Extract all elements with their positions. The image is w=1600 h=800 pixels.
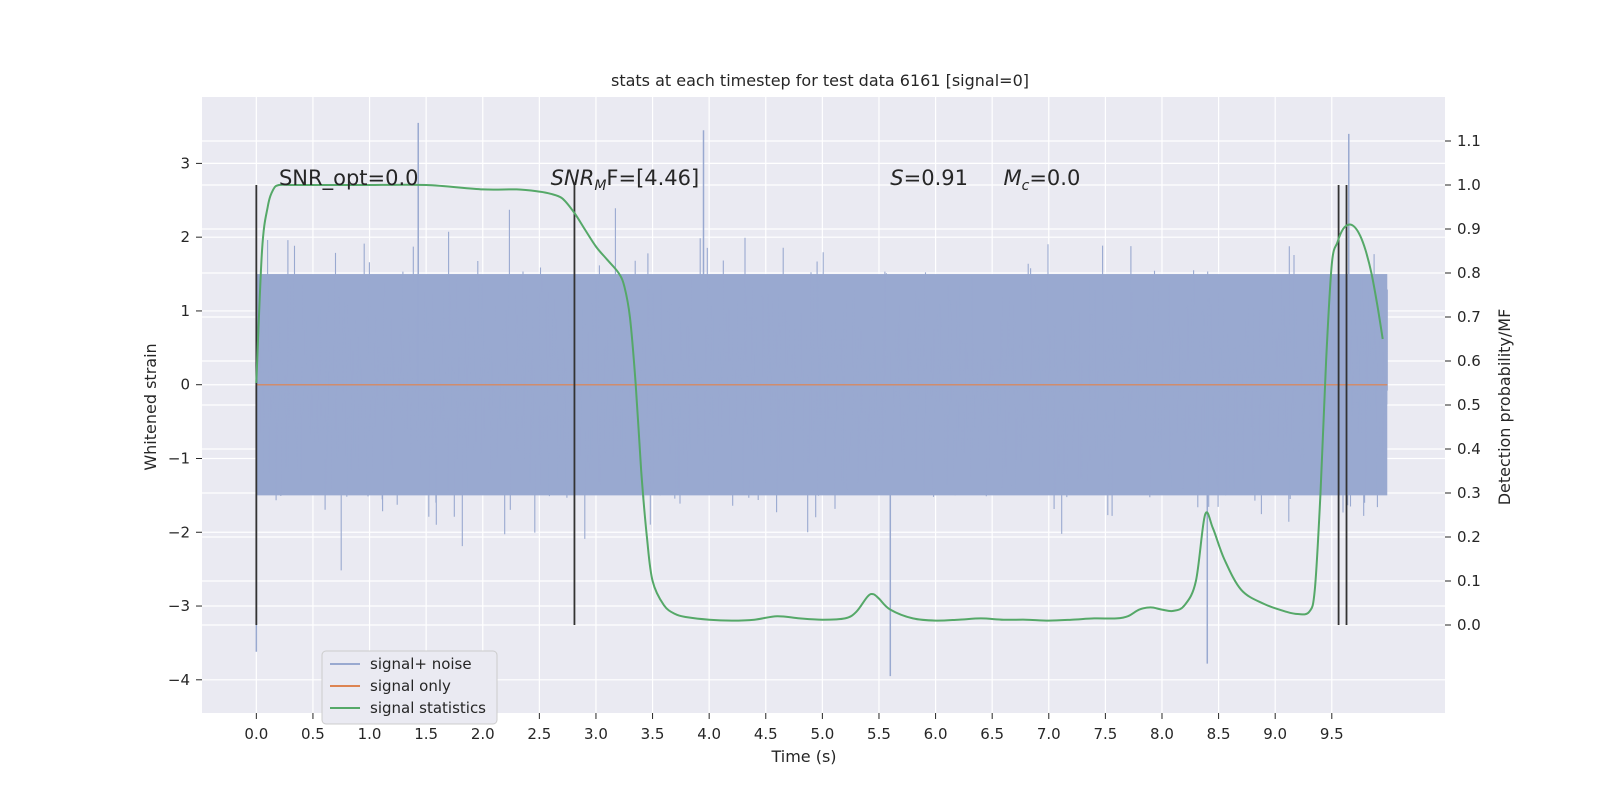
y-left-tick-label: 0 [180,376,190,394]
legend-label-signal-statistics: signal statistics [370,699,486,717]
x-tick-label: 8.5 [1207,725,1231,743]
annotation-text: Mc=0.0 [1003,166,1080,194]
x-tick-label: 4.0 [697,725,721,743]
chart-title: stats at each timestep for test data 616… [611,71,1029,90]
x-tick-label: 5.5 [867,725,891,743]
y-right-axis-label: Detection probability/MF [1495,309,1514,506]
y-left-tick-label: −2 [168,523,190,541]
y-right-tick-label: 0.6 [1457,352,1481,370]
y-right-tick-label: 0.3 [1457,484,1481,502]
legend-label-signal-noise: signal+ noise [370,655,472,673]
x-tick-label: 3.5 [641,725,665,743]
y-right-tick-label: 0.4 [1457,440,1481,458]
annotation-text: S=0.91 [890,166,968,190]
y-right-tick-label: 1.0 [1457,176,1481,194]
y-left-tick-label: 2 [180,228,190,246]
y-right-tick-label: 0.1 [1457,572,1481,590]
detection-markers [255,185,1348,625]
x-tick-label: 5.0 [810,725,834,743]
y-left-axis-label: Whitened strain [141,343,160,470]
y-left-tick-label: 3 [180,154,190,172]
x-axis-ticks: 0.0 0.5 1.0 1.5 2.0 2.5 3.0 3.5 4.0 4.5 5.0 5.5 6.0 6… [244,713,1344,743]
y-left-tick-label: 1 [180,302,190,320]
x-tick-label: 2.5 [527,725,551,743]
y-left-tick-label: −4 [168,671,190,689]
y-left-tick-label: −1 [168,449,190,467]
y-right-tick-label: 1.1 [1457,132,1481,150]
y-right-tick-label: 0.0 [1457,616,1481,634]
x-tick-label: 1.5 [414,725,438,743]
y-right-tick-label: 0.8 [1457,264,1481,282]
y-left-axis-ticks: 3 2 1 0 −1 −2 −3 −4 [168,154,202,689]
y-right-tick-label: 0.9 [1457,220,1481,238]
y-right-tick-label: 0.7 [1457,308,1481,326]
x-tick-label: 6.5 [980,725,1004,743]
x-tick-label: 8.0 [1150,725,1174,743]
x-axis-label: Time (s) [770,747,836,766]
y-right-tick-label: 0.2 [1457,528,1481,546]
x-tick-label: 9.5 [1320,725,1344,743]
x-tick-label: 7.0 [1037,725,1061,743]
y-left-tick-label: −3 [168,597,190,615]
legend-label-signal-only: signal only [370,677,451,695]
x-tick-label: 1.0 [358,725,382,743]
x-tick-label: 6.0 [924,725,948,743]
x-tick-label: 4.5 [754,725,778,743]
legend: signal+ noise signal only signal statist… [321,650,498,725]
y-right-axis-ticks: 1.1 1.0 0.9 0.8 0.7 0.6 0.5 0.4 0.3 0.2 0.1 0.0 [1445,132,1481,634]
x-tick-label: 2.0 [471,725,495,743]
x-tick-label: 0.5 [301,725,325,743]
x-tick-label: 0.0 [244,725,268,743]
signal-statistics-series [255,183,1384,622]
x-tick-label: 9.0 [1263,725,1287,743]
annotation-text: SNR_opt=0.0 [279,166,419,191]
x-tick-label: 7.5 [1093,725,1117,743]
x-tick-label: 3.0 [584,725,608,743]
legend-box [321,650,498,725]
y-right-tick-label: 0.5 [1457,396,1481,414]
annotations: SNR_opt=0.0 SNRMF=[4.46] S=0.91 Mc=0.0 [279,166,1080,194]
annotation-text: SNRMF=[4.46] [551,166,700,194]
